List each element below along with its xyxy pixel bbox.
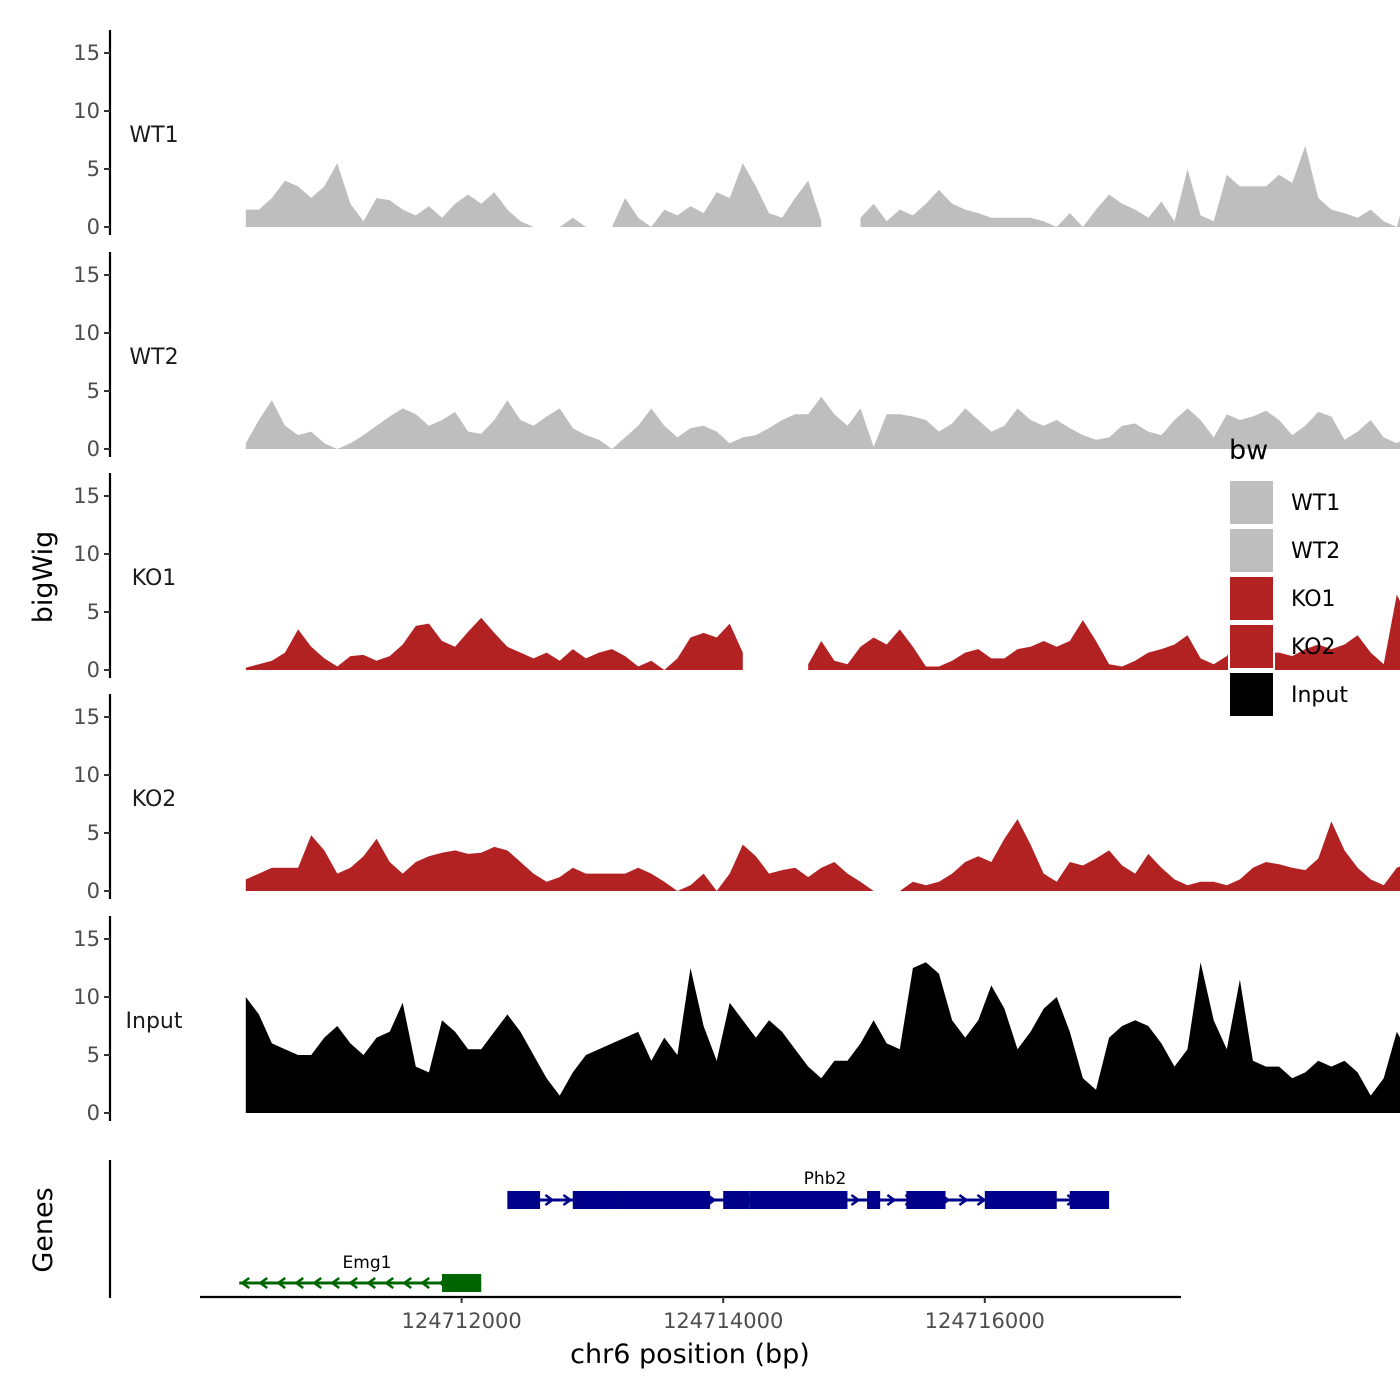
strand-arrow <box>330 1276 340 1290</box>
strand-arrow <box>544 1193 555 1207</box>
strand-arrow <box>958 1193 969 1207</box>
coverage-area-ko2 <box>245 835 874 891</box>
strand-arrow <box>258 1276 268 1290</box>
coverage-tracks: 0 5 10 15 WT1 0 5 10 15 WT2 0 5 10 15 KO1 0 5 10 15 KO2 0 5 10… <box>73 30 1400 1125</box>
legend-swatch <box>1228 479 1275 526</box>
gene-exon <box>572 1191 619 1209</box>
y-tick-label: 0 <box>87 1101 100 1125</box>
coverage-area-ko2 <box>899 819 1400 891</box>
gene-label: Emg1 <box>343 1253 392 1273</box>
legend-label: WT2 <box>1291 539 1340 564</box>
track-label: KO2 <box>132 787 177 812</box>
track-label: KO1 <box>132 566 177 591</box>
y-tick-label: 15 <box>73 705 100 729</box>
y-tick-label: 5 <box>87 157 100 181</box>
legend-item-wt1: WT1 <box>1228 479 1340 526</box>
legend-swatch <box>1228 623 1275 670</box>
gene-exon <box>1069 1191 1110 1209</box>
coverage-area-wt1 <box>860 145 1400 227</box>
x-tick-label: 124712000 <box>401 1309 521 1333</box>
gene-exon <box>906 1191 946 1209</box>
track-wt1: 0 5 10 15 WT1 <box>73 30 1400 239</box>
y-tick-label: 10 <box>73 763 100 787</box>
y-tick-label: 5 <box>87 600 100 624</box>
x-axis: 124712000 124714000 124716000 <box>200 1295 1181 1333</box>
y-tick-label: 15 <box>73 263 100 287</box>
y-tick-label: 15 <box>73 927 100 951</box>
coverage-area-wt1 <box>559 217 586 227</box>
gene-phb2: Phb2 <box>507 1169 1110 1209</box>
x-tick-label: 124716000 <box>925 1309 1045 1333</box>
y-tick-label: 0 <box>87 658 100 682</box>
gene-emg1: Emg1 <box>239 1253 482 1292</box>
gene-label: Phb2 <box>804 1169 847 1189</box>
y-tick-label: 15 <box>73 41 100 65</box>
y-tick-label: 15 <box>73 484 100 508</box>
y-tick-label: 5 <box>87 379 100 403</box>
strand-arrow <box>886 1193 897 1207</box>
track-label: WT1 <box>129 123 178 148</box>
gene-exon <box>749 1191 848 1209</box>
legend-item-ko2: KO2 <box>1228 623 1336 670</box>
x-axis-title: chr6 position (bp) <box>570 1339 810 1370</box>
strand-arrow <box>294 1276 304 1290</box>
legend-swatch <box>1228 671 1275 718</box>
legend: bw WT1 WT2 KO1 KO2 Input <box>1228 435 1348 718</box>
strand-arrow <box>976 1193 987 1207</box>
y-axis-title: bigWig <box>28 531 59 624</box>
strand-arrow <box>402 1276 412 1290</box>
gene-exon <box>618 1191 711 1209</box>
track-label: WT2 <box>129 345 178 370</box>
track-ko1: 0 5 10 15 KO1 <box>73 473 1400 682</box>
y-tick-label: 10 <box>73 321 100 345</box>
strand-arrow <box>562 1193 573 1207</box>
strand-arrow <box>384 1276 394 1290</box>
gene-exon <box>984 1191 1057 1209</box>
legend-label: WT1 <box>1291 491 1340 516</box>
coverage-area-wt2 <box>245 396 1400 449</box>
legend-swatch <box>1228 527 1275 574</box>
genes-panel: Phb2 Emg1 <box>108 1160 1110 1298</box>
gene-exon <box>441 1274 482 1292</box>
coverage-area-ko1 <box>245 617 743 670</box>
y-tick-label: 5 <box>87 821 100 845</box>
coverage-area-ko1 <box>808 594 1400 670</box>
strand-arrow <box>348 1276 358 1290</box>
y-tick-label: 10 <box>73 542 100 566</box>
legend-label: KO1 <box>1291 587 1336 612</box>
y-tick-label: 0 <box>87 215 100 239</box>
strand-arrow <box>420 1276 430 1290</box>
gene-exon <box>867 1191 881 1209</box>
legend-item-input: Input <box>1228 671 1348 718</box>
strand-arrow <box>240 1276 250 1290</box>
legend-title: bw <box>1229 435 1268 466</box>
strand-arrow <box>366 1276 376 1290</box>
legend-swatch <box>1228 575 1275 622</box>
legend-label: Input <box>1291 683 1348 708</box>
y-tick-label: 5 <box>87 1043 100 1067</box>
genes-axis-title: Genes <box>28 1187 59 1272</box>
strand-arrow <box>312 1276 322 1290</box>
legend-label: KO2 <box>1291 635 1336 660</box>
legend-item-ko1: KO1 <box>1228 575 1336 622</box>
legend-item-wt2: WT2 <box>1228 527 1340 574</box>
strand-arrow <box>276 1276 286 1290</box>
track-ko2: 0 5 10 15 KO2 <box>73 694 1400 903</box>
x-tick-label: 124714000 <box>663 1309 783 1333</box>
track-input: 0 5 10 15 Input <box>73 916 1400 1125</box>
coverage-area-input <box>245 962 1400 1113</box>
track-label: Input <box>126 1009 183 1034</box>
track-wt2: 0 5 10 15 WT2 <box>73 252 1400 461</box>
y-tick-label: 0 <box>87 437 100 461</box>
coverage-area-wt1 <box>612 163 822 227</box>
gene-exon <box>507 1191 541 1209</box>
strand-arrow <box>850 1193 861 1207</box>
coverage-area-wt1 <box>245 163 534 227</box>
gene-exon <box>723 1191 750 1209</box>
y-tick-label: 10 <box>73 985 100 1009</box>
y-tick-label: 0 <box>87 879 100 903</box>
y-tick-label: 10 <box>73 99 100 123</box>
